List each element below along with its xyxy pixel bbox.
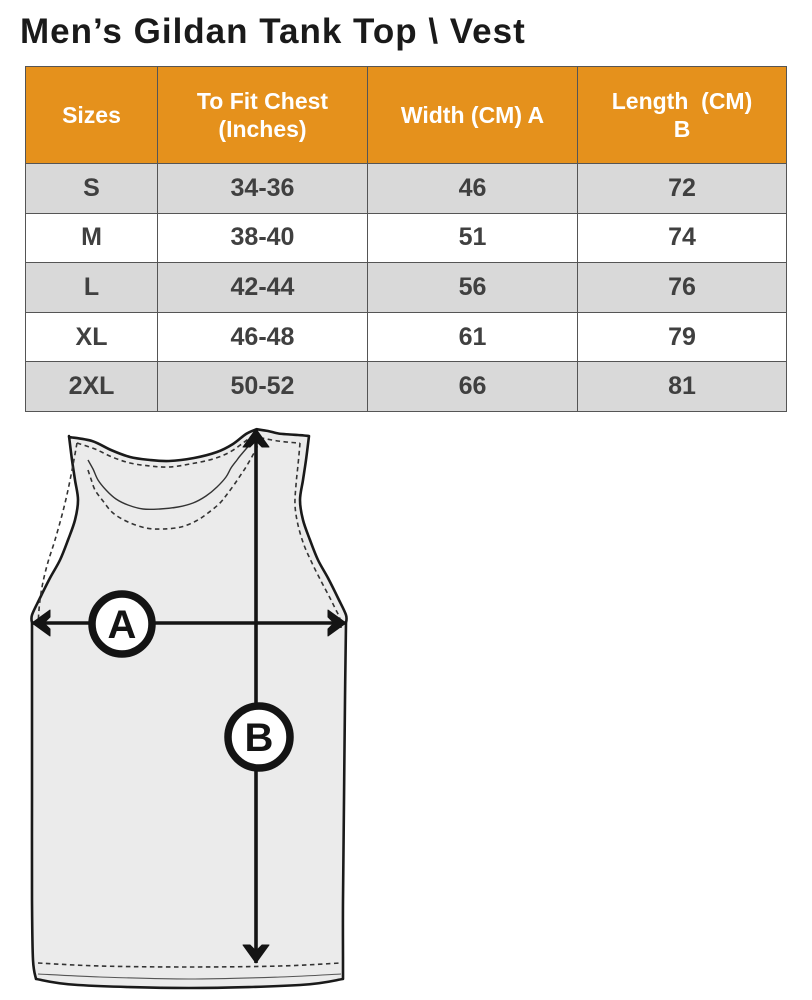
svg-text:A: A [108,603,137,647]
svg-text:B: B [245,716,274,760]
